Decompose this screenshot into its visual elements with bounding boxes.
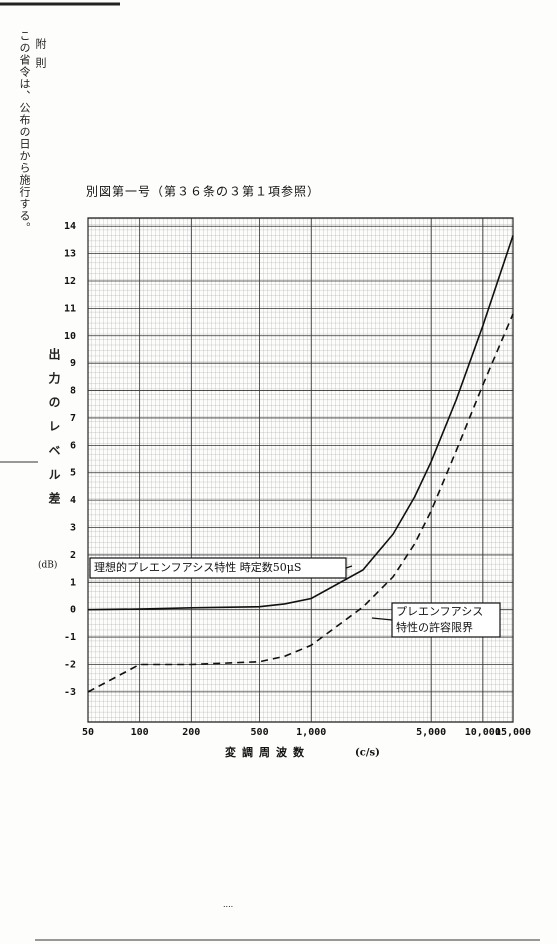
y-tick-label: 2 <box>70 550 76 561</box>
y-tick-label: -3 <box>64 687 76 698</box>
plot-area <box>87 217 514 723</box>
y-tick-label: 12 <box>64 276 76 287</box>
y-tick-label: 14 <box>64 221 76 232</box>
notice-text: この省令は、公布の日から施行する。 <box>18 30 31 234</box>
x-tick-label: 5,000 <box>416 727 446 738</box>
series-label: 理想的プレエンフアシス特性 時定数50μS <box>94 560 301 574</box>
dots: .... <box>223 900 233 909</box>
x-tick-label: 50 <box>82 727 94 738</box>
series-label: プレエンフアシス特性の許容限界 <box>396 605 483 634</box>
x-unit: (c/s) <box>355 748 380 759</box>
series-line <box>87 235 514 611</box>
series-line <box>87 313 514 693</box>
series-label-line: プレエンフアシス <box>396 605 483 618</box>
series-label-line: 特性の許容限界 <box>396 620 473 634</box>
y-tick-label: 4 <box>70 495 76 506</box>
y-tick-label: -2 <box>64 659 76 670</box>
y-tick-label: 0 <box>70 605 76 616</box>
y-tick-label: 9 <box>70 358 76 369</box>
x-tick-label: 200 <box>182 727 200 738</box>
x-tick-label: 15,000 <box>495 727 531 738</box>
y-tick-label: -1 <box>64 632 76 643</box>
callout-leader <box>345 565 353 569</box>
y-tick-label: 1 <box>70 577 76 588</box>
x-tick-label: 1,000 <box>296 727 326 738</box>
y-tick-label: 7 <box>70 413 76 424</box>
x-tick-label: 10,000 <box>465 727 501 738</box>
y-tick-label: 11 <box>64 303 76 314</box>
y-tick-label: 10 <box>64 331 76 342</box>
y-tick-label: 3 <box>70 523 76 534</box>
y-tick-label: 5 <box>70 468 76 479</box>
y-tick-label: 13 <box>64 249 76 260</box>
chart-title: 別図第一号（第３６条の３第１項参照） <box>86 184 320 199</box>
x-tick-label: 100 <box>131 727 149 738</box>
callout-leader <box>371 617 393 621</box>
callout-box <box>391 602 501 638</box>
y-unit: (dB) <box>38 560 57 571</box>
y-tick-label: 8 <box>70 386 76 397</box>
supplementary-heading: 附則 <box>34 38 47 76</box>
y-tick-label: 6 <box>70 440 76 451</box>
x-tick-label: 500 <box>251 727 269 738</box>
x-axis-title: 変調周波数 <box>225 745 310 759</box>
y-axis-title: 出力のレベル差 <box>47 348 61 516</box>
